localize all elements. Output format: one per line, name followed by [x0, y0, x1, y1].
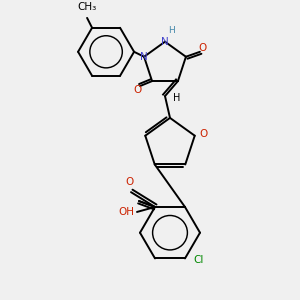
Text: O: O	[133, 85, 141, 95]
Text: N: N	[161, 37, 169, 47]
Text: O: O	[199, 43, 207, 53]
Text: H: H	[173, 93, 180, 103]
Text: O: O	[125, 177, 133, 187]
Text: H: H	[168, 26, 175, 35]
Text: OH: OH	[118, 207, 134, 217]
Text: Cl: Cl	[193, 255, 203, 266]
Text: CH₃: CH₃	[77, 2, 97, 12]
Text: O: O	[200, 130, 208, 140]
Text: N: N	[140, 52, 148, 62]
